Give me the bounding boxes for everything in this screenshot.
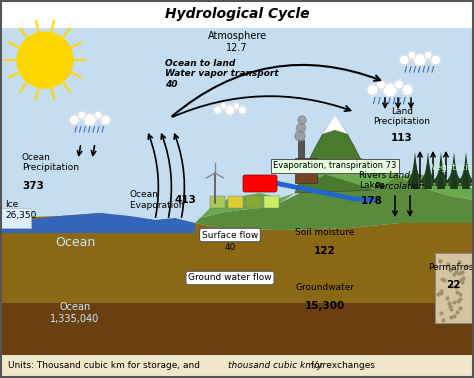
Polygon shape: [409, 159, 421, 186]
Circle shape: [214, 106, 222, 114]
Text: Ocean
Evaporation: Ocean Evaporation: [130, 190, 187, 210]
Circle shape: [295, 131, 305, 141]
Text: Ocean to land
Water vapor transport
40: Ocean to land Water vapor transport 40: [165, 59, 279, 89]
Polygon shape: [411, 152, 419, 189]
Polygon shape: [407, 168, 423, 183]
Text: Soil moisture: Soil moisture: [295, 228, 355, 248]
Polygon shape: [1, 213, 195, 233]
Circle shape: [69, 115, 79, 125]
Text: 373: 373: [22, 181, 44, 191]
FancyBboxPatch shape: [246, 196, 261, 208]
FancyBboxPatch shape: [243, 175, 277, 192]
Circle shape: [431, 55, 441, 65]
Text: Ocean
Precipitation: Ocean Precipitation: [22, 153, 79, 183]
Polygon shape: [420, 168, 436, 183]
Circle shape: [84, 114, 96, 126]
Circle shape: [414, 54, 426, 66]
Polygon shape: [433, 168, 449, 183]
Polygon shape: [450, 152, 458, 189]
Polygon shape: [305, 160, 473, 200]
FancyArrowPatch shape: [148, 134, 158, 217]
Text: thousand cubic km/yr: thousand cubic km/yr: [228, 361, 326, 370]
Text: Evaporation, transpiration 73: Evaporation, transpiration 73: [273, 161, 397, 170]
Circle shape: [78, 111, 86, 119]
Text: Rivers
Lakes: Rivers Lakes: [358, 171, 386, 201]
Text: 40: 40: [224, 243, 236, 253]
Text: Ocean: Ocean: [55, 237, 95, 249]
Polygon shape: [295, 118, 375, 193]
Text: Surface flow: Surface flow: [202, 231, 258, 240]
Polygon shape: [435, 159, 447, 186]
Circle shape: [101, 115, 110, 125]
Text: Land
Percolation: Land Percolation: [375, 171, 425, 191]
Polygon shape: [195, 158, 473, 230]
Text: Hydrological Cycle: Hydrological Cycle: [165, 7, 309, 21]
Circle shape: [383, 83, 397, 97]
Polygon shape: [1, 303, 473, 355]
Circle shape: [238, 106, 246, 114]
FancyBboxPatch shape: [1, 208, 31, 228]
Circle shape: [424, 51, 432, 59]
FancyArrowPatch shape: [172, 65, 380, 116]
Circle shape: [402, 85, 413, 96]
FancyBboxPatch shape: [264, 196, 279, 208]
Polygon shape: [322, 116, 348, 134]
Polygon shape: [1, 213, 473, 355]
Polygon shape: [424, 152, 432, 189]
Polygon shape: [446, 168, 462, 183]
FancyBboxPatch shape: [435, 253, 472, 323]
FancyBboxPatch shape: [210, 196, 225, 208]
Text: 178: 178: [361, 196, 383, 206]
Text: 122: 122: [314, 246, 336, 256]
Polygon shape: [422, 159, 434, 186]
Text: Groundwater: Groundwater: [295, 283, 355, 303]
Polygon shape: [462, 152, 470, 189]
Circle shape: [376, 80, 385, 89]
FancyBboxPatch shape: [1, 355, 473, 377]
Polygon shape: [437, 152, 445, 189]
Text: 22: 22: [446, 280, 460, 290]
Circle shape: [400, 55, 409, 65]
Circle shape: [17, 32, 73, 88]
Polygon shape: [448, 159, 460, 186]
FancyBboxPatch shape: [1, 1, 473, 28]
FancyArrowPatch shape: [174, 134, 184, 217]
Text: 113: 113: [391, 133, 413, 143]
Circle shape: [225, 105, 235, 115]
Circle shape: [394, 80, 403, 89]
Circle shape: [297, 124, 306, 133]
Polygon shape: [460, 159, 472, 186]
Circle shape: [220, 103, 227, 109]
Circle shape: [233, 103, 239, 109]
Text: Permafrost: Permafrost: [428, 263, 474, 283]
Text: for exchanges: for exchanges: [308, 361, 375, 370]
FancyArrowPatch shape: [161, 134, 172, 217]
Text: 413: 413: [175, 195, 197, 205]
Text: 15,300: 15,300: [305, 301, 345, 311]
Text: Ground water flow: Ground water flow: [188, 274, 272, 282]
FancyBboxPatch shape: [228, 196, 243, 208]
FancyBboxPatch shape: [295, 158, 317, 183]
Circle shape: [367, 85, 378, 96]
Text: Atmosphere
12.7: Atmosphere 12.7: [208, 31, 266, 53]
Circle shape: [94, 111, 102, 119]
Text: Ocean
1,335,040: Ocean 1,335,040: [50, 302, 100, 324]
Text: Units: Thousand cubic km for storage, and: Units: Thousand cubic km for storage, an…: [8, 361, 203, 370]
Text: Land
Precipitation: Land Precipitation: [374, 107, 430, 137]
Circle shape: [408, 51, 416, 59]
Polygon shape: [458, 168, 474, 183]
Text: Ice
26,350: Ice 26,350: [5, 200, 36, 220]
FancyBboxPatch shape: [298, 140, 304, 158]
Polygon shape: [195, 193, 295, 223]
Circle shape: [298, 116, 306, 124]
Text: Vegetation: Vegetation: [430, 164, 474, 172]
FancyBboxPatch shape: [1, 28, 473, 355]
FancyArrowPatch shape: [173, 96, 350, 117]
Polygon shape: [1, 218, 180, 355]
